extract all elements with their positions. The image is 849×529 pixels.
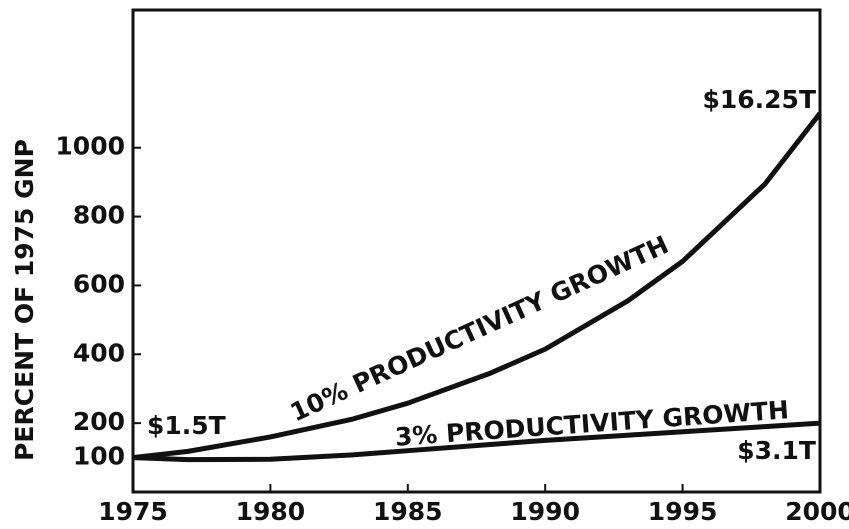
series-line xyxy=(132,111,822,461)
y-tick-label: 800 xyxy=(73,201,125,230)
x-tick-label: 2000 xyxy=(785,497,849,526)
y-tick-label: 600 xyxy=(73,269,125,298)
y-tick-label: 1000 xyxy=(55,132,125,161)
annotation: $3.1T xyxy=(737,436,816,465)
plot-frame xyxy=(131,8,822,494)
x-tick-label: 1995 xyxy=(648,497,718,526)
series-label: 10% PRODUCTIVITY GROWTH xyxy=(286,230,673,427)
y-tick-label: 400 xyxy=(73,338,125,367)
y-tick-label: 100 xyxy=(73,442,125,471)
annotation: $16.25T xyxy=(702,85,816,114)
x-tick-label: 1985 xyxy=(373,497,443,526)
x-tick-label: 1990 xyxy=(510,497,580,526)
y-tick-label: 200 xyxy=(73,407,125,436)
series-label: 3% PRODUCTIVITY GROWTH xyxy=(394,395,790,451)
x-tick-label: 1975 xyxy=(98,497,168,526)
annotation: $1.5T xyxy=(147,411,226,440)
y-axis-label: PERCENT OF 1975 GNP xyxy=(10,139,39,461)
series-line xyxy=(132,420,821,463)
x-tick-label: 1980 xyxy=(236,497,306,526)
